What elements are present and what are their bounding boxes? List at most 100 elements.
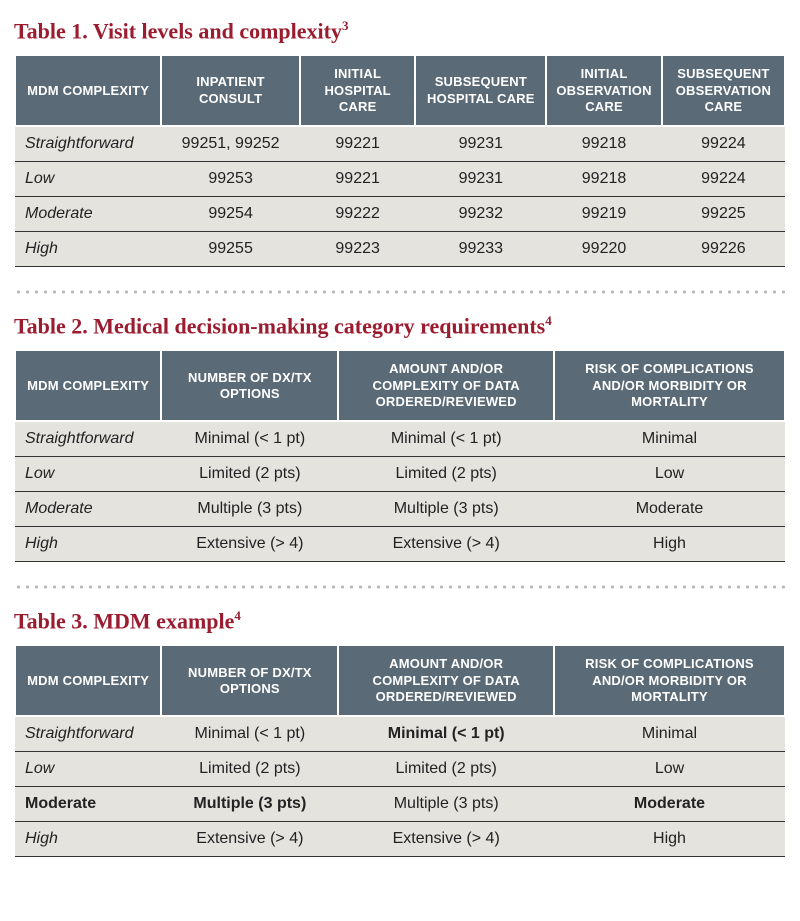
table2-cell: Minimal (< 1 pt) <box>161 421 338 457</box>
table1-col-header: INITIAL OBSERVATION CARE <box>546 55 662 126</box>
table2-title: Table 2. Medical decision-making categor… <box>14 313 786 339</box>
table3-rowhead: Straightforward <box>15 716 161 752</box>
table1-col-header: INITIAL HOSPITAL CARE <box>300 55 416 126</box>
table2-rowhead: Moderate <box>15 492 161 527</box>
table3-cell: Minimal (< 1 pt) <box>338 716 554 752</box>
table2-rowhead: Straightforward <box>15 421 161 457</box>
table1-cell: 99222 <box>300 197 416 232</box>
table3-rowhead: High <box>15 822 161 857</box>
table1-rowhead: Straightforward <box>15 126 161 162</box>
table3-cell: Extensive (> 4) <box>161 822 338 857</box>
table-row: Moderate Multiple (3 pts) Multiple (3 pt… <box>15 787 785 822</box>
table3-cell: Limited (2 pts) <box>338 752 554 787</box>
table3-header-row: MDM COMPLEXITY NUMBER OF DX/TX OPTIONS A… <box>15 645 785 716</box>
table3-rowhead: Low <box>15 752 161 787</box>
table3-cell: Minimal <box>554 716 785 752</box>
table2: MDM COMPLEXITY NUMBER OF DX/TX OPTIONS A… <box>14 349 786 562</box>
table1-col-header: SUBSEQUENT OBSERVATION CARE <box>662 55 785 126</box>
table2-cell: High <box>554 527 785 562</box>
table2-cell: Low <box>554 457 785 492</box>
divider-dots <box>14 584 786 590</box>
table1-col-header: MDM COMPLEXITY <box>15 55 161 126</box>
table1-rowhead: Low <box>15 162 161 197</box>
table1-cell: 99218 <box>546 162 662 197</box>
table1-cell: 99225 <box>662 197 785 232</box>
table1-cell: 99218 <box>546 126 662 162</box>
table2-title-text: Table 2. Medical decision-making categor… <box>14 313 545 338</box>
table2-cell: Extensive (> 4) <box>338 527 554 562</box>
table3-cell: Minimal (< 1 pt) <box>161 716 338 752</box>
table2-cell: Moderate <box>554 492 785 527</box>
table1-rowhead: Moderate <box>15 197 161 232</box>
table-row: Moderate Multiple (3 pts) Multiple (3 pt… <box>15 492 785 527</box>
table2-cell: Extensive (> 4) <box>161 527 338 562</box>
table-row: Straightforward 99251, 99252 99221 99231… <box>15 126 785 162</box>
table1-col-header: SUBSEQUENT HOSPITAL CARE <box>415 55 546 126</box>
table1-title-sup: 3 <box>342 18 349 33</box>
table1-cell: 99254 <box>161 197 300 232</box>
table2-rowhead: High <box>15 527 161 562</box>
table3-col-header: NUMBER OF DX/TX OPTIONS <box>161 645 338 716</box>
table1-title-text: Table 1. Visit levels and complexity <box>14 18 342 43</box>
table-row: High 99255 99223 99233 99220 99226 <box>15 232 785 267</box>
table1-rowhead: High <box>15 232 161 267</box>
table3-title-text: Table 3. MDM example <box>14 608 234 633</box>
table2-col-header: MDM COMPLEXITY <box>15 350 161 421</box>
table3-title: Table 3. MDM example4 <box>14 608 786 634</box>
table1-cell: 99226 <box>662 232 785 267</box>
table1-cell: 99221 <box>300 126 416 162</box>
table3: MDM COMPLEXITY NUMBER OF DX/TX OPTIONS A… <box>14 644 786 857</box>
table-row: High Extensive (> 4) Extensive (> 4) Hig… <box>15 822 785 857</box>
table3-body: Straightforward Minimal (< 1 pt) Minimal… <box>15 716 785 857</box>
table2-cell: Multiple (3 pts) <box>161 492 338 527</box>
table3-rowhead: Moderate <box>15 787 161 822</box>
table-row: Straightforward Minimal (< 1 pt) Minimal… <box>15 421 785 457</box>
table2-cell: Minimal <box>554 421 785 457</box>
divider-dots <box>14 289 786 295</box>
table2-title-sup: 4 <box>545 313 552 328</box>
table1-cell: 99224 <box>662 126 785 162</box>
table1-cell: 99231 <box>415 126 546 162</box>
table1-cell: 99223 <box>300 232 416 267</box>
table1-cell: 99231 <box>415 162 546 197</box>
table1-cell: 99253 <box>161 162 300 197</box>
table2-cell: Minimal (< 1 pt) <box>338 421 554 457</box>
table3-col-header: RISK OF COMPLICATIONS AND/OR MORBIDITY O… <box>554 645 785 716</box>
table2-header-row: MDM COMPLEXITY NUMBER OF DX/TX OPTIONS A… <box>15 350 785 421</box>
table1-cell: 99219 <box>546 197 662 232</box>
table3-col-header: AMOUNT AND/OR COMPLEXITY OF DATA ORDERED… <box>338 645 554 716</box>
table1-cell: 99232 <box>415 197 546 232</box>
table1-header-row: MDM COMPLEXITY INPATIENT CONSULT INITIAL… <box>15 55 785 126</box>
table3-cell: Low <box>554 752 785 787</box>
table1-cell: 99221 <box>300 162 416 197</box>
table3-col-header: MDM COMPLEXITY <box>15 645 161 716</box>
table3-cell: High <box>554 822 785 857</box>
table2-cell: Limited (2 pts) <box>161 457 338 492</box>
table1-body: Straightforward 99251, 99252 99221 99231… <box>15 126 785 267</box>
table2-col-header: NUMBER OF DX/TX OPTIONS <box>161 350 338 421</box>
table1-cell: 99255 <box>161 232 300 267</box>
table3-cell: Multiple (3 pts) <box>338 787 554 822</box>
table3-cell: Multiple (3 pts) <box>161 787 338 822</box>
table-row: High Extensive (> 4) Extensive (> 4) Hig… <box>15 527 785 562</box>
table-row: Straightforward Minimal (< 1 pt) Minimal… <box>15 716 785 752</box>
table3-cell: Extensive (> 4) <box>338 822 554 857</box>
table2-col-header: AMOUNT AND/OR COMPLEXITY OF DATA ORDERED… <box>338 350 554 421</box>
table-row: Low 99253 99221 99231 99218 99224 <box>15 162 785 197</box>
table2-body: Straightforward Minimal (< 1 pt) Minimal… <box>15 421 785 562</box>
table1: MDM COMPLEXITY INPATIENT CONSULT INITIAL… <box>14 54 786 267</box>
table1-col-header: INPATIENT CONSULT <box>161 55 300 126</box>
table1-title: Table 1. Visit levels and complexity3 <box>14 18 786 44</box>
table1-cell: 99251, 99252 <box>161 126 300 162</box>
table1-cell: 99220 <box>546 232 662 267</box>
table2-cell: Limited (2 pts) <box>338 457 554 492</box>
table-row: Low Limited (2 pts) Limited (2 pts) Low <box>15 752 785 787</box>
table3-title-sup: 4 <box>234 608 241 623</box>
table2-rowhead: Low <box>15 457 161 492</box>
table2-cell: Multiple (3 pts) <box>338 492 554 527</box>
table1-cell: 99224 <box>662 162 785 197</box>
table-row: Low Limited (2 pts) Limited (2 pts) Low <box>15 457 785 492</box>
table1-cell: 99233 <box>415 232 546 267</box>
table3-cell: Moderate <box>554 787 785 822</box>
table2-col-header: RISK OF COMPLICATIONS AND/OR MORBIDITY O… <box>554 350 785 421</box>
